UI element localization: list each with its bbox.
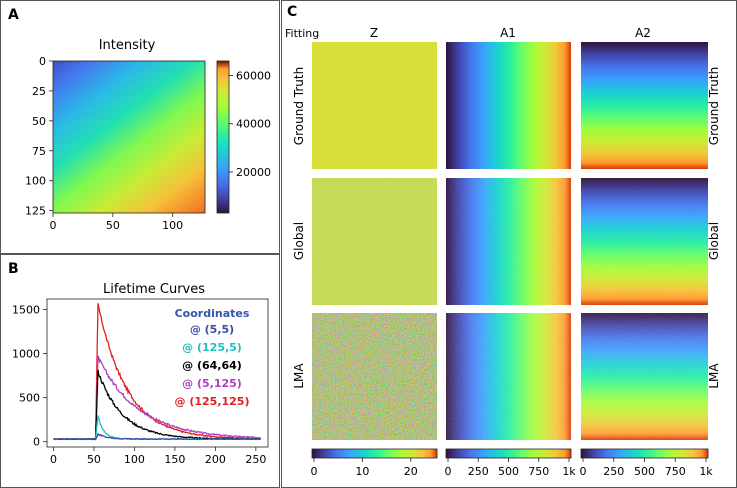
colorbar-tick-label: 0 xyxy=(311,465,318,478)
colorbar-tick-label: 0 xyxy=(445,465,452,478)
panel-a-letter: A xyxy=(8,7,19,23)
column-a2: A2 xyxy=(635,26,651,40)
row-lma-right: LMA xyxy=(707,363,721,389)
intensity-colorbar xyxy=(216,60,230,214)
lifetime-x-ticks: 0 50 100 150 200 250 xyxy=(50,447,266,466)
x-tick-label: 200 xyxy=(205,453,226,466)
y-tick-label: 25 xyxy=(32,85,46,98)
lifetime-title: Lifetime Curves xyxy=(103,282,205,297)
intensity-y-ticks: 0 25 50 75 100 125 xyxy=(25,55,53,218)
lifetime-legend: @ (5,5) @ (125,5) @ (64,64) @ (5,125) @ (125… xyxy=(175,323,250,408)
x-tick-label: 0 xyxy=(50,219,57,232)
lifetime-y-ticks: 0 500 1000 1500 xyxy=(12,304,47,449)
series-line xyxy=(53,432,261,441)
lma-a1-map xyxy=(446,313,571,440)
intensity-title: Intensity xyxy=(99,38,156,53)
colorbar-tick-label: 500 xyxy=(634,465,655,478)
y-tick-label: 1500 xyxy=(12,304,40,317)
y-tick-label: 125 xyxy=(25,205,46,218)
intensity-heatmap xyxy=(53,61,205,213)
colorbar-tick-label: 10 xyxy=(355,465,369,478)
row-global-right: Global xyxy=(707,222,721,260)
x-tick-label: 150 xyxy=(164,453,185,466)
lifetime-series xyxy=(53,303,262,441)
legend-entry: @ (125,125) xyxy=(175,395,250,408)
colorbar-tick-label: 250 xyxy=(468,465,489,478)
legend-entry: @ (125,5) xyxy=(182,341,242,354)
lifetime-plot-area xyxy=(46,298,269,448)
global-z-map xyxy=(312,178,437,305)
intensity-colorbar-ticks: 20000 40000 60000 xyxy=(229,69,271,179)
colorbar-z xyxy=(311,448,438,459)
colorbar-tick-label: 20000 xyxy=(236,166,271,179)
intensity-x-ticks: 0 50 100 xyxy=(50,213,183,232)
column-a1: A1 xyxy=(500,26,516,40)
colorbar-a2 xyxy=(580,448,709,459)
x-tick-label: 100 xyxy=(124,453,145,466)
row-lma-left: LMA xyxy=(292,363,306,389)
legend-title: Coordinates xyxy=(175,307,250,320)
lma-z-map xyxy=(312,313,437,440)
colorbar-tick-label: 250 xyxy=(603,465,624,478)
x-tick-label: 250 xyxy=(245,453,266,466)
x-tick-label: 0 xyxy=(50,453,57,466)
colorbar-tick-label: 750 xyxy=(528,465,549,478)
panel-c-letter: C xyxy=(287,4,297,20)
y-tick-label: 100 xyxy=(25,175,46,188)
gt-z-map xyxy=(312,42,437,169)
colorbar-a1 xyxy=(445,448,572,459)
panel-c-colorbar-ticks: 0 10 20 0 250 500 750 1k 0 250 500 750 1k xyxy=(311,458,713,478)
lma-a2-map xyxy=(581,313,708,440)
x-tick-label: 50 xyxy=(106,219,120,232)
row-global-left: Global xyxy=(292,222,306,260)
y-tick-label: 1000 xyxy=(12,348,40,361)
y-tick-label: 0 xyxy=(33,436,40,449)
panel-a-frame xyxy=(0,0,280,254)
fitting-label: Fitting xyxy=(285,27,319,40)
gt-a1-map xyxy=(446,42,571,169)
column-z: Z xyxy=(370,26,378,40)
x-tick-label: 100 xyxy=(162,219,183,232)
gt-a2-map xyxy=(581,42,708,169)
colorbar-tick-label: 1k xyxy=(699,465,713,478)
x-tick-label: 50 xyxy=(87,453,101,466)
row-ground-truth-right: Ground Truth xyxy=(707,67,721,145)
colorbar-tick-label: 500 xyxy=(498,465,519,478)
row-ground-truth-left: Ground Truth xyxy=(292,67,306,145)
global-a1-map xyxy=(446,178,571,305)
legend-entry: @ (5,5) xyxy=(190,323,234,336)
global-a2-map xyxy=(581,178,708,305)
y-tick-label: 50 xyxy=(32,115,46,128)
colorbar-tick-label: 40000 xyxy=(236,118,271,131)
y-tick-label: 500 xyxy=(19,392,40,405)
legend-entry: @ (5,125) xyxy=(182,377,242,390)
colorbar-tick-label: 750 xyxy=(665,465,686,478)
colorbar-tick-label: 1k xyxy=(562,465,576,478)
y-tick-label: 0 xyxy=(39,55,46,68)
y-tick-label: 75 xyxy=(32,145,46,158)
colorbar-tick-label: 20 xyxy=(404,465,418,478)
colorbar-tick-label: 0 xyxy=(580,465,587,478)
legend-entry: @ (64,64) xyxy=(182,359,242,372)
panel-b-letter: B xyxy=(8,261,19,277)
colorbar-tick-label: 60000 xyxy=(236,69,271,82)
